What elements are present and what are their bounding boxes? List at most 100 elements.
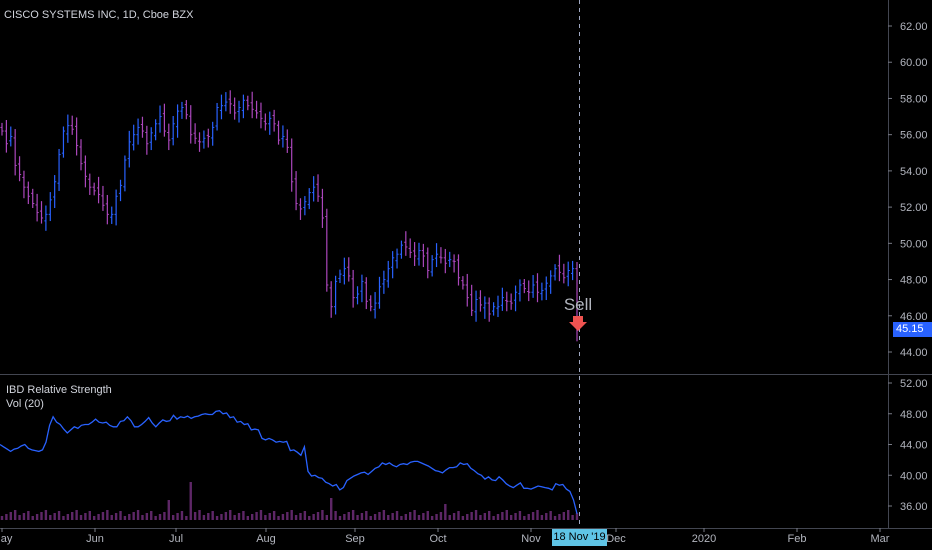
volume-bar	[417, 515, 421, 520]
ohlc-bar	[456, 254, 461, 286]
volume-bar	[562, 512, 566, 520]
ohlc-bar	[474, 290, 478, 322]
volume-bar	[167, 500, 170, 520]
volume-bar	[470, 512, 473, 520]
volume-bar	[229, 510, 232, 520]
volume-bar	[224, 512, 228, 520]
ohlc-bar	[443, 248, 447, 274]
volume-bar	[505, 510, 508, 520]
volume-bar	[382, 510, 386, 520]
indicator-title[interactable]: IBD Relative Strength	[6, 384, 112, 396]
rs-axis-ticks[interactable]: 52.00 48.00 44.00 40.00 36.00	[888, 378, 928, 513]
ohlc-bar	[549, 270, 553, 294]
ohlc-bar	[180, 101, 184, 119]
volume-bar	[110, 515, 113, 520]
ohlc-bar	[395, 248, 399, 269]
ohlc-bar	[44, 205, 48, 231]
ohlc-bar	[355, 286, 360, 305]
volume-bar	[101, 512, 105, 520]
ohlc-bar	[412, 242, 417, 266]
ohlc-bar	[110, 206, 114, 224]
ohlc-bar	[386, 260, 390, 288]
ohlc-bar	[250, 91, 254, 119]
volume-bar	[308, 516, 311, 520]
volume-bar	[540, 515, 544, 520]
ohlc-bar	[448, 251, 452, 268]
volume-bar	[435, 514, 438, 520]
ohlc-bar	[215, 102, 219, 131]
volume-bar	[391, 513, 394, 520]
volume-bar	[457, 511, 460, 520]
volume-bar	[189, 482, 192, 520]
volume-bar	[571, 515, 574, 520]
volume-bar	[299, 513, 302, 520]
ohlc-bar	[531, 275, 535, 298]
chart-legend[interactable]: CISCO SYSTEMS INC, 1D, Cboe BZX	[4, 9, 194, 21]
sell-label: Sell	[564, 295, 592, 314]
ohlc-bar	[92, 182, 96, 196]
time-axis-ticks[interactable]: May Jun Jul Aug Sep Oct Nov Dec 2020 Feb Mar	[0, 528, 890, 545]
volume-bar	[422, 513, 425, 520]
sell-arrow-icon	[569, 316, 587, 331]
volume-bar	[79, 515, 83, 520]
volume-bar	[49, 515, 52, 520]
ohlc-bar	[101, 185, 105, 211]
volume-bar	[351, 510, 355, 520]
volume-bar	[294, 515, 298, 520]
volume-bar	[312, 514, 315, 520]
ohlc-bar	[272, 109, 276, 132]
volume-bar	[18, 515, 21, 520]
ohlc-bar	[329, 281, 333, 318]
volume-bar	[53, 513, 56, 520]
ohlc-bars	[0, 90, 579, 342]
time-tick-label: Nov	[521, 533, 541, 545]
ohlc-bar	[391, 251, 395, 279]
volume-bar	[259, 510, 263, 520]
ohlc-bar	[75, 117, 79, 156]
ohlc-bar	[167, 123, 171, 151]
volume-title[interactable]: Vol (20)	[6, 398, 44, 410]
time-tick-label: Feb	[788, 533, 807, 545]
volume-bar	[474, 510, 478, 520]
volume-bar	[264, 515, 267, 520]
ohlc-bar	[233, 97, 237, 120]
rs-tick-label: 40.00	[900, 470, 928, 482]
ohlc-bar	[57, 148, 61, 191]
ohlc-bar	[325, 208, 329, 292]
volume-bar	[378, 512, 381, 520]
ohlc-bar	[197, 132, 202, 152]
volume-bar	[277, 516, 280, 520]
ohlc-bar	[298, 198, 303, 220]
ohlc-bar	[9, 126, 13, 147]
ohlc-bar	[483, 296, 487, 319]
volume-bar	[62, 516, 65, 520]
ohlc-bar	[430, 255, 434, 277]
ohlc-bar	[206, 128, 210, 148]
volume-bar	[448, 515, 451, 520]
ohlc-bar	[500, 287, 504, 311]
volume-bar	[242, 511, 245, 520]
ohlc-bar	[149, 127, 153, 151]
price-axis-ticks[interactable]: 62.00 60.00 58.00 56.00 54.00 52.00 50.00 48.00…	[888, 21, 928, 359]
crosshair-date-label: 18 Nov '19	[552, 529, 607, 546]
volume-bar	[237, 513, 241, 520]
ohlc-bar	[557, 254, 562, 282]
price-tick-label: 48.00	[900, 275, 928, 287]
ohlc-bar	[259, 102, 263, 129]
ohlc-bar	[360, 274, 364, 303]
time-tick-label: Sep	[345, 533, 365, 545]
ohlc-bar	[540, 282, 544, 301]
volume-bar	[558, 514, 561, 520]
volume-bar	[518, 511, 522, 520]
volume-bar	[479, 515, 482, 520]
ohlc-bar	[347, 257, 351, 282]
ohlc-bar	[219, 94, 224, 120]
volume-bar	[430, 516, 434, 520]
volume-bar	[523, 516, 526, 520]
ohlc-bar	[373, 292, 377, 319]
volume-bar	[286, 512, 289, 520]
ohlc-bar	[88, 173, 92, 195]
volume-bar	[207, 513, 210, 520]
ohlc-bar	[193, 123, 197, 144]
